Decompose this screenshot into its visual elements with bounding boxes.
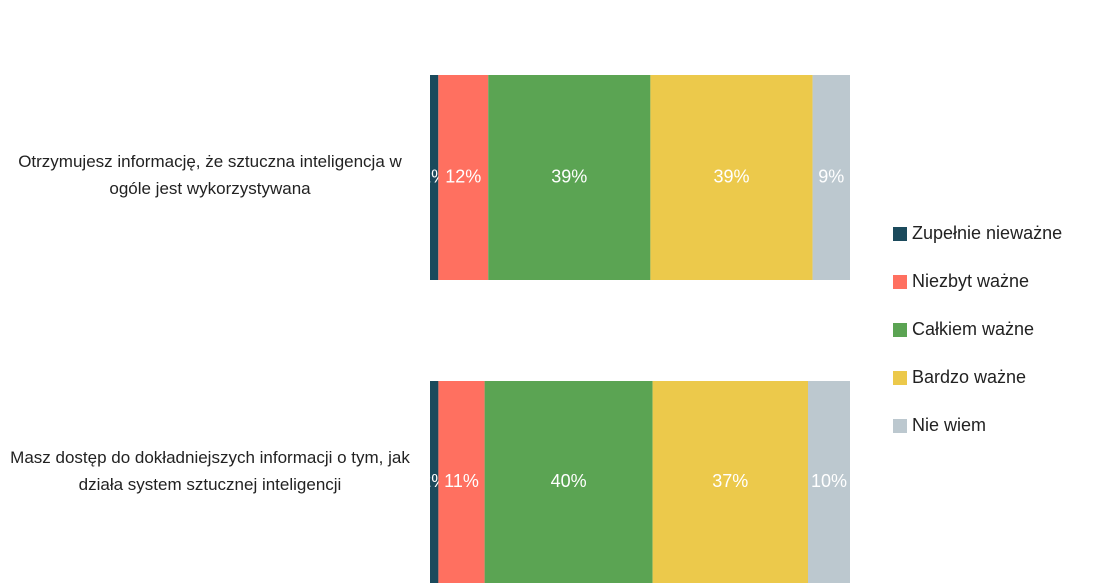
bar-segment	[652, 381, 808, 583]
bar-segment	[812, 75, 850, 280]
legend-swatch	[893, 323, 907, 337]
legend-label: Całkiem ważne	[912, 319, 1034, 339]
bar-segment	[484, 381, 653, 583]
bar-segment	[808, 381, 850, 583]
bar-segment	[488, 75, 651, 280]
data-label: 11%	[444, 471, 479, 491]
category-label: Masz dostęp do dokładniejszych informacj…	[10, 448, 410, 494]
legend-swatch	[893, 419, 907, 433]
bar-segment	[430, 381, 439, 583]
legend-swatch	[893, 371, 907, 385]
data-label: 39%	[713, 166, 749, 186]
data-label: 40%	[551, 471, 587, 491]
data-label: 37%	[712, 471, 748, 491]
data-label: 9%	[818, 166, 844, 186]
legend-swatch	[893, 275, 907, 289]
legend-label: Bardzo ważne	[912, 367, 1026, 387]
category-label: Otrzymujesz informację, że sztuczna inte…	[18, 152, 402, 198]
data-label: 10%	[811, 471, 847, 491]
legend-label: Zupełnie nieważne	[912, 223, 1062, 243]
data-label: 39%	[551, 166, 587, 186]
legend-label: Niezbyt ważne	[912, 271, 1029, 291]
legend-swatch	[893, 227, 907, 241]
data-label: 12%	[445, 166, 481, 186]
bar-segment	[650, 75, 813, 280]
bar-segment	[438, 75, 489, 280]
bar-segment	[438, 381, 485, 583]
legend-label: Nie wiem	[912, 415, 986, 435]
bar-segment	[430, 75, 439, 280]
